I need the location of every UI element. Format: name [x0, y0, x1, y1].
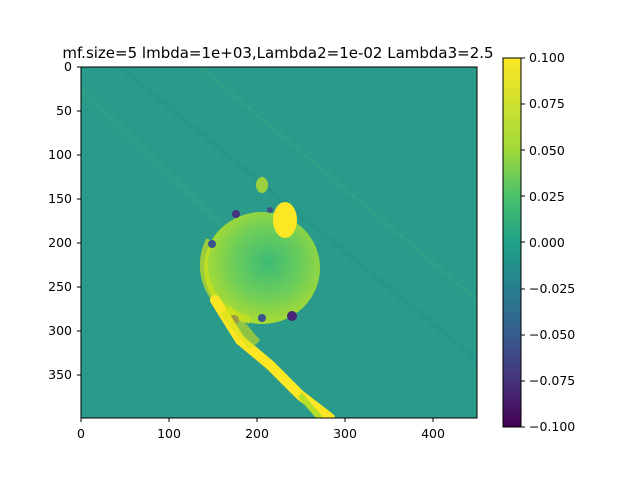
y-tick-350: 350	[48, 367, 81, 382]
figure-title: mf.size=5 lmbda=1e+03,Lambda2=1e-02 Lamb…	[62, 44, 493, 62]
colorbar-tick-label: 0.050	[529, 143, 565, 158]
y-tick-label: 300	[48, 323, 72, 338]
x-tick-label: 200	[245, 426, 269, 441]
y-tick-label: 100	[48, 147, 72, 162]
colorbar-gradient	[502, 57, 522, 428]
colorbar-tick-label: 0.075	[529, 96, 565, 111]
y-tick-50: 50	[56, 103, 81, 118]
y-tick-300: 300	[48, 323, 81, 338]
heatmap-image	[81, 67, 477, 418]
y-tick-label: 350	[48, 367, 72, 382]
y-tick-label: 150	[48, 191, 72, 206]
colorbar-tick-label: −0.025	[529, 281, 575, 296]
colorbar-ticks: 0.100 0.075 0.050 0.025 0.000 −0.025 −0.…	[521, 50, 575, 434]
x-tick-label: 400	[421, 426, 445, 441]
colorbar-tick-label: −0.050	[529, 327, 575, 342]
x-tick-label: 0	[77, 426, 85, 441]
x-tick-label: 300	[333, 426, 357, 441]
y-tick-250: 250	[48, 279, 81, 294]
y-tick-label: 200	[48, 235, 72, 250]
y-tick-label: 250	[48, 279, 72, 294]
colorbar-tick-label: 0.025	[529, 189, 565, 204]
colorbar-tick-label: 0.100	[529, 50, 565, 65]
x-tick-100: 100	[157, 418, 181, 441]
x-tick-label: 100	[157, 426, 181, 441]
x-tick-200: 200	[245, 418, 269, 441]
y-tick-200: 200	[48, 235, 81, 250]
colorbar-tick-label: −0.075	[529, 373, 575, 388]
x-tick-400: 400	[421, 418, 445, 441]
x-tick-300: 300	[333, 418, 357, 441]
y-tick-150: 150	[48, 191, 81, 206]
y-tick-0: 0	[64, 59, 81, 74]
y-tick-100: 100	[48, 147, 81, 162]
x-tick-0: 0	[77, 418, 85, 441]
colorbar: 0.100 0.075 0.050 0.025 0.000 −0.025 −0.…	[502, 50, 575, 434]
x-axis: 0 100 200 300 400	[77, 418, 445, 441]
y-tick-label: 0	[64, 59, 72, 74]
colorbar-tick-label: −0.100	[529, 419, 575, 434]
y-tick-label: 50	[56, 103, 72, 118]
colorbar-tick-label: 0.000	[529, 235, 565, 250]
y-axis: 0 50 100 150 200 250 300 350	[48, 59, 81, 382]
